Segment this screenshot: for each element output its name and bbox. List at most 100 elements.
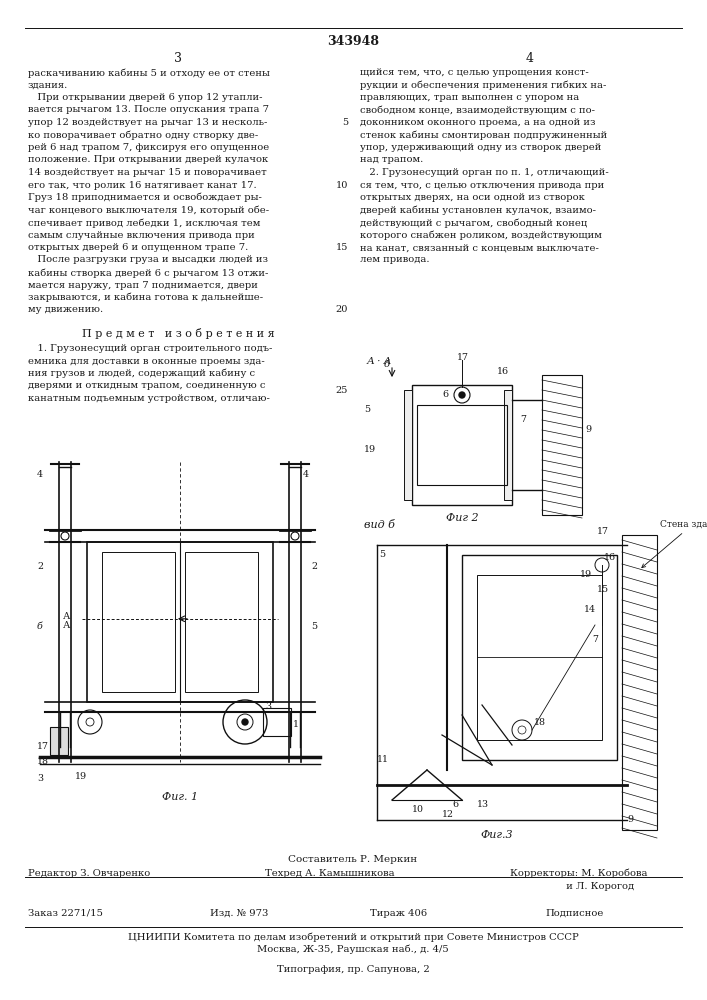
- Text: стенок кабины смонтирован подпружиненный: стенок кабины смонтирован подпружиненный: [360, 130, 607, 140]
- Text: кабины створка дверей 6 с рычагом 13 отжи-: кабины створка дверей 6 с рычагом 13 отж…: [28, 268, 269, 277]
- Text: мается наружу, трап 7 поднимается, двери: мается наружу, трап 7 поднимается, двери: [28, 280, 258, 290]
- Text: дверями и откидным трапом, соединенную с: дверями и откидным трапом, соединенную с: [28, 381, 266, 390]
- Bar: [404, 390, 412, 500]
- Text: 14 воздействует на рычаг 15 и поворачивает: 14 воздействует на рычаг 15 и поворачива…: [28, 168, 267, 177]
- Text: 12: 12: [442, 810, 454, 819]
- Text: 10: 10: [412, 805, 424, 814]
- Text: 18: 18: [534, 718, 546, 727]
- Text: упор, удерживающий одну из створок дверей: упор, удерживающий одну из створок двере…: [360, 143, 602, 152]
- Text: чаг концевого выключателя 19, который обе-: чаг концевого выключателя 19, который об…: [28, 206, 269, 215]
- Text: свободном конце, взаимодействующим с по-: свободном конце, взаимодействующим с по-: [360, 105, 595, 115]
- Text: 20: 20: [336, 306, 348, 314]
- Text: вид б: вид б: [364, 520, 395, 530]
- Text: 3: 3: [174, 52, 182, 65]
- Text: 10: 10: [336, 180, 348, 190]
- Circle shape: [242, 719, 248, 725]
- Text: 4: 4: [303, 470, 309, 479]
- Text: упор 12 воздействует на рычаг 13 и несколь-: упор 12 воздействует на рычаг 13 и неско…: [28, 118, 267, 127]
- Text: раскачиванию кабины 5 и отходу ее от стены: раскачиванию кабины 5 и отходу ее от сте…: [28, 68, 270, 78]
- Text: положение. При открывании дверей кулачок: положение. При открывании дверей кулачок: [28, 155, 268, 164]
- Text: 11: 11: [377, 755, 389, 764]
- Text: закрываются, и кабина готова к дальнейше-: закрываются, и кабина готова к дальнейше…: [28, 293, 263, 302]
- Text: ЦНИИПИ Комитета по делам изобретений и открытий при Совете Министров СССР: ЦНИИПИ Комитета по делам изобретений и о…: [128, 932, 578, 942]
- Text: и Л. Корогод: и Л. Корогод: [510, 882, 634, 891]
- Bar: [50, 727, 68, 755]
- Text: 343948: 343948: [327, 35, 380, 48]
- Text: самым случайные включения привода при: самым случайные включения привода при: [28, 231, 255, 239]
- Text: дверей кабины установлен кулачок, взаимо-: дверей кабины установлен кулачок, взаимо…: [360, 206, 596, 215]
- Text: 5: 5: [364, 405, 370, 414]
- Text: ся тем, что, с целью отключения привода при: ся тем, что, с целью отключения привода …: [360, 180, 604, 190]
- Text: Груз 18 приподнимается и освобождает ры-: Груз 18 приподнимается и освобождает ры-: [28, 193, 262, 202]
- Text: рукции и обеспечения применения гибких на-: рукции и обеспечения применения гибких н…: [360, 81, 607, 90]
- Text: которого снабжен роликом, воздействующим: которого снабжен роликом, воздействующим: [360, 231, 602, 240]
- Text: 3: 3: [265, 702, 271, 711]
- Text: 19: 19: [580, 570, 592, 579]
- Text: правляющих, трап выполнен с упором на: правляющих, трап выполнен с упором на: [360, 93, 579, 102]
- Text: 15: 15: [597, 585, 609, 594]
- Text: Составитель Р. Меркин: Составитель Р. Меркин: [288, 855, 418, 864]
- Text: ко поворачивает обратно одну створку две-: ко поворачивает обратно одну створку две…: [28, 130, 258, 140]
- Bar: [412, 385, 512, 505]
- Bar: [542, 375, 582, 515]
- Text: Фиг.3: Фиг.3: [481, 830, 513, 840]
- Text: 6: 6: [452, 800, 458, 809]
- Text: 1: 1: [293, 720, 299, 729]
- Text: рей 6 над трапом 7, фиксируя его опущенное: рей 6 над трапом 7, фиксируя его опущенн…: [28, 143, 269, 152]
- Text: Подписное: Подписное: [545, 909, 603, 918]
- Bar: [504, 390, 512, 500]
- Text: П р е д м е т   и з о б р е т е н и я: П р е д м е т и з о б р е т е н и я: [82, 328, 274, 339]
- Bar: [417, 405, 507, 485]
- Circle shape: [459, 392, 465, 398]
- Text: Изд. № 973: Изд. № 973: [210, 909, 269, 918]
- Text: А · А: А · А: [367, 357, 392, 366]
- Text: действующий с рычагом, свободный конец: действующий с рычагом, свободный конец: [360, 218, 588, 228]
- Text: 2: 2: [311, 562, 317, 571]
- Text: 7: 7: [592, 635, 598, 644]
- Text: Тираж 406: Тираж 406: [370, 909, 427, 918]
- Bar: [622, 535, 657, 830]
- Bar: [102, 552, 175, 692]
- Text: щийся тем, что, с целью упрощения конст-: щийся тем, что, с целью упрощения конст-: [360, 68, 589, 77]
- Text: 16: 16: [604, 553, 616, 562]
- Bar: [477, 575, 602, 740]
- Text: Фиг 2: Фиг 2: [445, 513, 479, 523]
- Text: Редактор З. Овчаренко: Редактор З. Овчаренко: [28, 869, 151, 878]
- Text: А: А: [63, 612, 71, 621]
- Text: на канат, связанный с концевым выключате-: на канат, связанный с концевым выключате…: [360, 243, 599, 252]
- Text: 7: 7: [520, 415, 526, 424]
- Text: 13: 13: [477, 800, 489, 809]
- Text: емника для доставки в оконные проемы зда-: емника для доставки в оконные проемы зда…: [28, 357, 264, 365]
- Text: лем привода.: лем привода.: [360, 255, 429, 264]
- Text: 1. Грузонесущий орган строительного подъ-: 1. Грузонесущий орган строительного подъ…: [28, 344, 272, 353]
- Text: его так, что ролик 16 натягивает канат 17.: его так, что ролик 16 натягивает канат 1…: [28, 180, 257, 190]
- Bar: [87, 542, 273, 702]
- Text: Корректоры: М. Коробова: Корректоры: М. Коробова: [510, 869, 648, 879]
- Text: 19: 19: [75, 772, 87, 781]
- Text: б: б: [384, 360, 390, 369]
- Text: Москва, Ж-35, Раушская наб., д. 4/5: Москва, Ж-35, Раушская наб., д. 4/5: [257, 945, 449, 954]
- Text: спечивает привод лебедки 1, исключая тем: спечивает привод лебедки 1, исключая тем: [28, 218, 260, 228]
- Text: 6: 6: [442, 390, 448, 399]
- Text: 9: 9: [585, 425, 591, 434]
- Text: доконником оконного проема, а на одной из: доконником оконного проема, а на одной и…: [360, 118, 595, 127]
- Text: ния грузов и людей, содержащий кабину с: ния грузов и людей, содержащий кабину с: [28, 369, 255, 378]
- Text: б: б: [37, 622, 42, 631]
- Text: Стена здания: Стена здания: [642, 520, 707, 568]
- Text: 5: 5: [379, 550, 385, 559]
- Text: После разгрузки груза и высадки людей из: После разгрузки груза и высадки людей из: [28, 255, 268, 264]
- Text: 17: 17: [597, 527, 609, 536]
- Text: Заказ 2271/15: Заказ 2271/15: [28, 909, 103, 918]
- Text: 5: 5: [342, 118, 348, 127]
- Text: 14: 14: [584, 605, 596, 614]
- Text: 18: 18: [37, 757, 49, 766]
- Text: открытых дверей 6 и опущенном трапе 7.: открытых дверей 6 и опущенном трапе 7.: [28, 243, 248, 252]
- Text: открытых дверях, на оси одной из створок: открытых дверях, на оси одной из створок: [360, 193, 585, 202]
- Text: канатным подъемным устройством, отличаю-: канатным подъемным устройством, отличаю-: [28, 394, 270, 403]
- Text: вается рычагом 13. После опускания трапа 7: вается рычагом 13. После опускания трапа…: [28, 105, 269, 114]
- Bar: [185, 552, 258, 692]
- Text: 9: 9: [627, 815, 633, 824]
- Text: Техред А. Камышникова: Техред А. Камышникова: [265, 869, 395, 878]
- Text: Фиг. 1: Фиг. 1: [162, 792, 198, 802]
- Text: здания.: здания.: [28, 81, 69, 90]
